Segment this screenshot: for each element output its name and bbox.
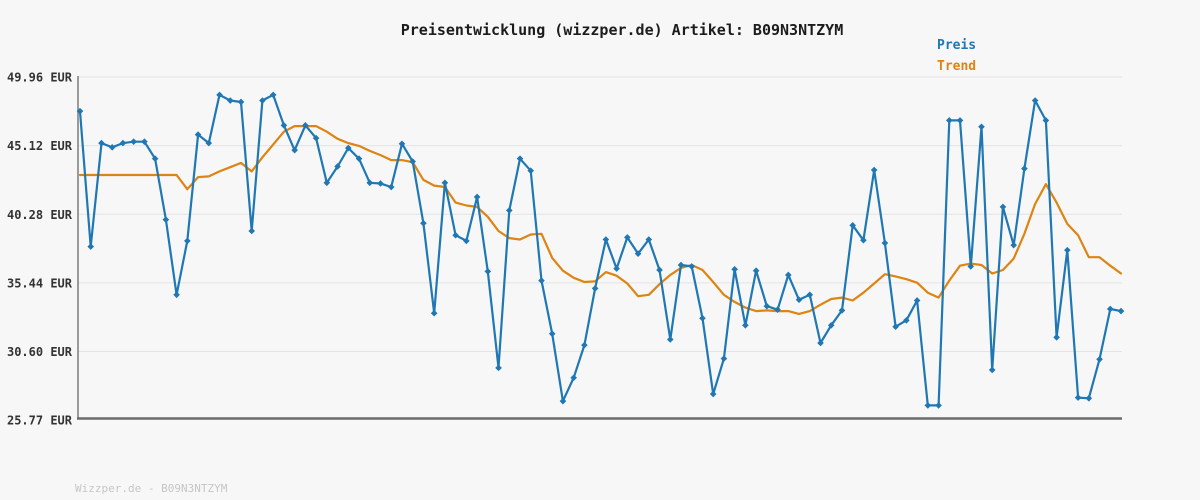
footer-watermark: Wizzper.de - B09N3NTZYM xyxy=(75,482,228,495)
preis-line xyxy=(78,93,1123,407)
chart-title: Preisentwicklung (wizzper.de) Artikel: B… xyxy=(400,21,844,39)
y-tick-label: 40.28 EUR xyxy=(7,208,73,222)
trend-line xyxy=(78,124,1123,315)
chart-legend: Preis Trend xyxy=(937,39,976,73)
legend-item-trend: Trend xyxy=(937,59,977,74)
y-tick-label: 30.60 EUR xyxy=(7,345,73,359)
y-tick-label: 35.44 EUR xyxy=(7,276,73,290)
preis-markers xyxy=(76,91,1125,409)
y-tick-label: 45.12 EUR xyxy=(7,139,73,153)
y-tick-label: 25.77 EUR xyxy=(7,414,73,428)
legend-item-preis: Preis xyxy=(937,38,977,53)
y-tick-label: 49.96 EUR xyxy=(7,71,73,85)
